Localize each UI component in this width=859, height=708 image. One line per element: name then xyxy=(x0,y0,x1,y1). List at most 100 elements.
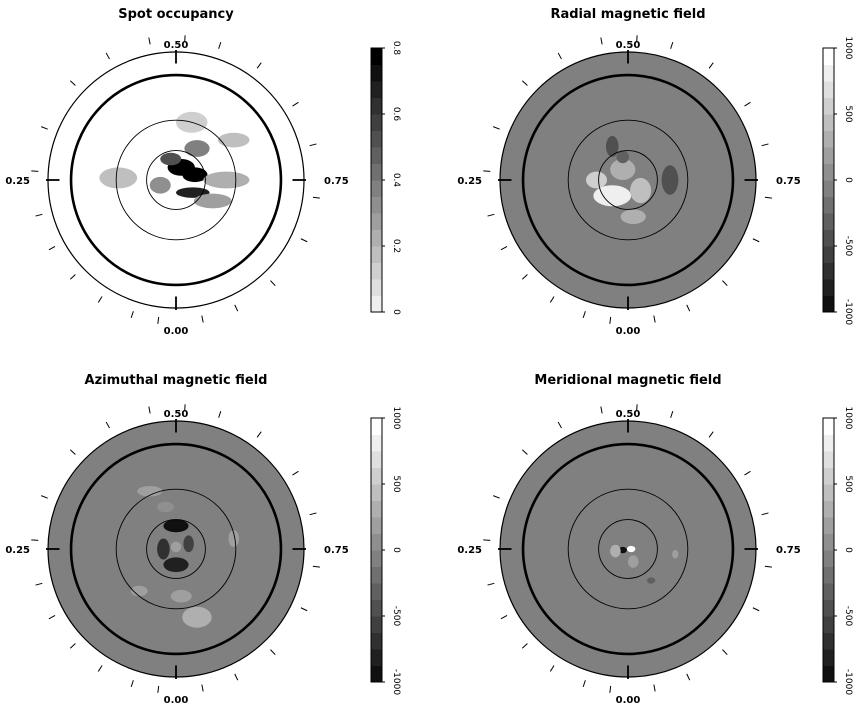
colorbar-step xyxy=(371,533,382,551)
colorbar-tick-label: -500 xyxy=(843,236,853,257)
observation-phase-tick xyxy=(557,52,562,60)
observation-phase-tick xyxy=(752,607,760,612)
phase-label-top: 0.50 xyxy=(164,409,189,420)
latitude-circle-60 xyxy=(146,519,206,579)
colorbar-step xyxy=(823,213,834,230)
observation-phase-tick xyxy=(521,449,528,455)
field-feature xyxy=(157,501,174,513)
polar-panel-2: Radial magnetic field 0.50 0.00 0.25 0.75 -10… xyxy=(457,7,853,337)
observation-phase-tick xyxy=(600,37,603,45)
phase-label-left: 0.25 xyxy=(457,176,482,187)
phase-label-bottom: 0.00 xyxy=(616,695,641,706)
observation-phase-tick xyxy=(761,143,769,147)
field-feature xyxy=(646,577,656,584)
observation-phase-tick xyxy=(309,512,317,516)
colorbar-step xyxy=(823,451,834,468)
colorbar-step xyxy=(823,246,834,263)
colorbar-step xyxy=(823,566,834,584)
observation-phase-tick xyxy=(764,196,772,199)
observation-phase-tick xyxy=(708,62,714,69)
colorbar-tick-label: -1000 xyxy=(391,669,401,695)
observation-phase-tick xyxy=(40,126,48,130)
field-feature xyxy=(157,538,170,560)
colorbar-step xyxy=(823,418,834,435)
colorbar-step xyxy=(371,467,382,485)
field-feature xyxy=(610,159,636,180)
stellar-disk xyxy=(499,51,757,309)
field-feature xyxy=(228,530,239,547)
field-map xyxy=(610,544,679,584)
colorbar-step xyxy=(371,114,382,131)
observation-phase-tick xyxy=(148,406,151,414)
observation-phase-tick xyxy=(130,680,134,688)
phase-label-left: 0.25 xyxy=(5,176,30,187)
colorbar-step xyxy=(371,665,382,683)
phase-label-right: 0.75 xyxy=(776,545,801,556)
colorbar-step xyxy=(371,599,382,617)
field-map xyxy=(586,135,679,225)
observation-phase-tick xyxy=(300,607,308,612)
colorbar-step xyxy=(371,295,382,313)
colorbar-tick-label: 1000 xyxy=(843,407,853,430)
observation-phase-tick xyxy=(653,315,656,323)
observation-phase-tick xyxy=(549,296,555,303)
observation-phase-tick xyxy=(521,643,528,649)
panel-title: Radial magnetic field xyxy=(550,7,705,22)
colorbar-step xyxy=(823,196,834,214)
phase-label-right: 0.75 xyxy=(324,545,349,556)
field-feature xyxy=(160,152,182,166)
field-feature xyxy=(130,585,148,597)
colorbar-step xyxy=(823,81,834,98)
field-feature xyxy=(616,150,630,164)
observation-phase-tick xyxy=(609,316,612,324)
colorbar-step xyxy=(823,517,834,534)
colorbar-step xyxy=(371,81,382,98)
observation-phase-tick xyxy=(218,41,222,49)
observation-phase-tick xyxy=(97,296,103,303)
latitude-circle-30 xyxy=(115,488,237,610)
field-feature xyxy=(618,546,627,554)
phase-label-top: 0.50 xyxy=(616,40,641,51)
field-feature xyxy=(184,140,210,157)
colorbar-step xyxy=(823,484,834,501)
observation-phase-tick xyxy=(292,101,299,107)
field-feature xyxy=(163,557,189,573)
observation-phase-tick xyxy=(256,431,262,438)
observation-phase-tick xyxy=(157,685,160,693)
panel-title: Spot occupancy xyxy=(118,7,234,22)
colorbar-step xyxy=(823,114,834,131)
observation-phase-tick xyxy=(69,449,76,455)
observation-phase-tick xyxy=(487,213,495,217)
colorbar-tick-label: 0.8 xyxy=(391,41,401,56)
latitude-circle-30 xyxy=(115,119,237,241)
colorbar-tick-label: 500 xyxy=(843,475,853,492)
colorbar-step xyxy=(371,180,382,197)
colorbar-tick-label: 0 xyxy=(843,547,853,553)
observation-phase-tick xyxy=(48,246,56,251)
colorbar-step xyxy=(371,566,382,584)
colorbar-step xyxy=(371,649,382,666)
colorbar-step xyxy=(371,484,382,501)
observation-phase-tick xyxy=(557,421,562,429)
colorbar-step xyxy=(823,279,834,296)
field-feature xyxy=(628,555,639,568)
colorbar-step xyxy=(823,97,834,115)
observation-phase-tick xyxy=(69,643,76,649)
colorbar-step xyxy=(823,64,834,82)
observation-phase-tick xyxy=(492,495,500,499)
field-feature xyxy=(99,167,138,189)
colorbar-tick-label: 0 xyxy=(843,177,853,183)
colorbar-step xyxy=(371,616,382,633)
observation-phase-tick xyxy=(670,410,674,418)
colorbar-step xyxy=(371,213,382,230)
observation-phase-tick xyxy=(270,280,276,287)
colorbar-step xyxy=(823,130,834,148)
phase-label-bottom: 0.00 xyxy=(616,326,641,337)
colorbar-tick-label: 0 xyxy=(391,547,401,553)
colorbar: -1000 -500 0 500 1000 xyxy=(822,37,853,325)
colorbar-step xyxy=(823,180,834,197)
field-feature xyxy=(170,541,182,553)
colorbar: -1000 -500 0 500 1000 xyxy=(370,407,401,695)
latitude-circle-60 xyxy=(146,150,206,210)
phase-label-left: 0.25 xyxy=(5,545,30,556)
